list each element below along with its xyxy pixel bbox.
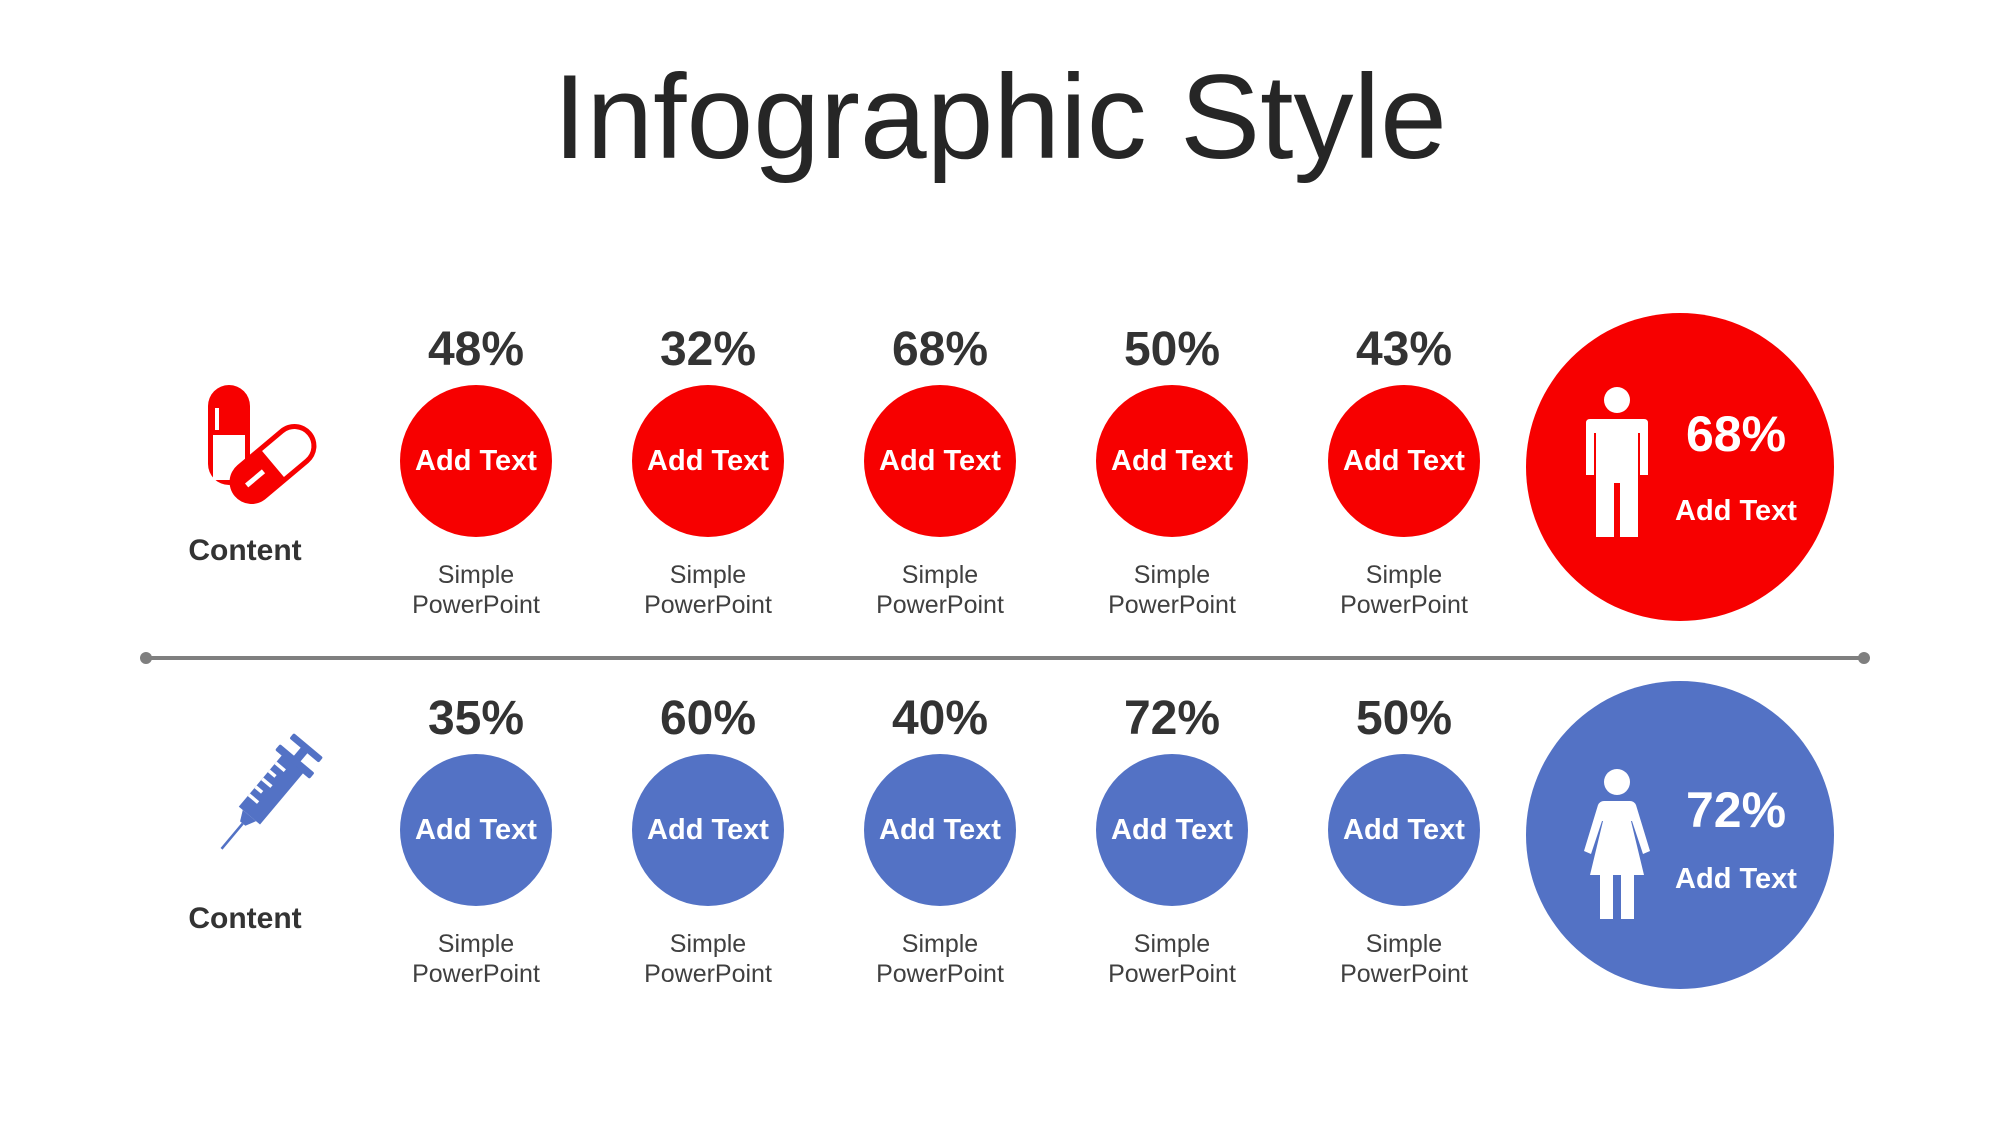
- stat-description: Simple PowerPoint: [1288, 929, 1520, 989]
- stat-description: Simple PowerPoint: [824, 929, 1056, 989]
- summary-text: Add Text: [1675, 863, 1797, 895]
- stat-percent: 32%: [659, 323, 757, 376]
- circle-text: Add Text: [1343, 444, 1465, 477]
- desc-line-1: Simple: [437, 561, 515, 589]
- male-person-icon: [1586, 387, 1648, 537]
- circle-text: Add Text: [1111, 813, 1233, 846]
- desc-line-2: PowerPoint: [876, 591, 1004, 619]
- circle-text: Add Text: [415, 813, 537, 846]
- summary-circle: 68% Add Text: [1526, 313, 1834, 621]
- circle-text: Add Text: [647, 444, 769, 477]
- desc-line-1: Simple: [669, 561, 747, 589]
- stat-circle: Add Text: [400, 754, 552, 906]
- desc-line-2: PowerPoint: [1108, 960, 1236, 988]
- row-label: Content: [188, 902, 302, 935]
- desc-line-2: PowerPoint: [644, 960, 772, 988]
- summary-text: Add Text: [1675, 495, 1797, 527]
- desc-line-1: Simple: [1365, 930, 1443, 958]
- row-divider: [140, 652, 1870, 664]
- stat-circle: Add Text: [400, 385, 552, 537]
- stat-description: Simple PowerPoint: [360, 560, 592, 620]
- stat-description: Simple PowerPoint: [1288, 560, 1520, 620]
- summary-percent: 72%: [1685, 782, 1787, 838]
- stat-percent: 60%: [659, 692, 757, 745]
- stat-circle: Add Text: [1328, 754, 1480, 906]
- desc-line-1: Simple: [1133, 561, 1211, 589]
- stat-percent: 43%: [1355, 323, 1453, 376]
- stat-percent: 35%: [427, 692, 525, 745]
- desc-line-2: PowerPoint: [876, 960, 1004, 988]
- top-row: Content 48% Add Text Simple PowerPoint 32…: [0, 300, 2000, 660]
- desc-line-2: PowerPoint: [1108, 591, 1236, 619]
- desc-line-2: PowerPoint: [644, 591, 772, 619]
- desc-line-1: Simple: [901, 561, 979, 589]
- desc-line-2: PowerPoint: [412, 591, 540, 619]
- desc-line-2: PowerPoint: [412, 960, 540, 988]
- stat-description: Simple PowerPoint: [360, 929, 592, 989]
- circle-text: Add Text: [415, 444, 537, 477]
- stat-description: Simple PowerPoint: [592, 929, 824, 989]
- stat-percent: 68%: [891, 323, 989, 376]
- bottom-row: Content 35% Add Text Simple PowerPoint 60…: [0, 669, 2000, 1029]
- stat-circle: Add Text: [864, 754, 1016, 906]
- stat-description: Simple PowerPoint: [592, 560, 824, 620]
- summary-percent: 68%: [1685, 406, 1787, 462]
- female-person-icon: [1584, 769, 1650, 919]
- stat-percent: 50%: [1355, 692, 1453, 745]
- circle-text: Add Text: [879, 444, 1001, 477]
- stat-description: Simple PowerPoint: [824, 560, 1056, 620]
- page-title: Infographic Style: [553, 50, 1447, 184]
- desc-line-1: Simple: [1365, 561, 1443, 589]
- stat-circle: Add Text: [632, 385, 784, 537]
- summary-circle: 72% Add Text: [1526, 681, 1834, 989]
- desc-line-2: PowerPoint: [1340, 960, 1468, 988]
- desc-line-1: Simple: [1133, 930, 1211, 958]
- circle-text: Add Text: [879, 813, 1001, 846]
- circle-text: Add Text: [1111, 444, 1233, 477]
- stat-circle: Add Text: [1096, 385, 1248, 537]
- stat-percent: 72%: [1123, 692, 1221, 745]
- stat-circle: Add Text: [1328, 385, 1480, 537]
- row-label: Content: [188, 534, 302, 567]
- stat-description: Simple PowerPoint: [1056, 560, 1288, 620]
- desc-line-1: Simple: [901, 930, 979, 958]
- stat-percent: 50%: [1123, 323, 1221, 376]
- pill-capsules-icon: [208, 385, 317, 504]
- stat-description: Simple PowerPoint: [1056, 929, 1288, 989]
- circle-text: Add Text: [647, 813, 769, 846]
- desc-line-2: PowerPoint: [1340, 591, 1468, 619]
- stat-circle: Add Text: [864, 385, 1016, 537]
- stat-circle: Add Text: [632, 754, 784, 906]
- syringe-icon: [220, 733, 323, 850]
- circle-text: Add Text: [1343, 813, 1465, 846]
- stat-circle: Add Text: [1096, 754, 1248, 906]
- stat-percent: 40%: [891, 692, 989, 745]
- stat-percent: 48%: [427, 323, 525, 376]
- desc-line-1: Simple: [669, 930, 747, 958]
- desc-line-1: Simple: [437, 930, 515, 958]
